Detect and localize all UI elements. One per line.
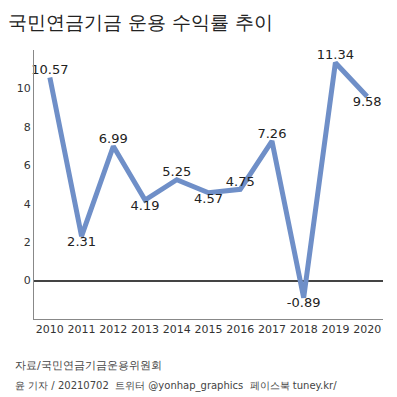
svg-text:2020: 2020: [353, 323, 381, 336]
svg-text:5.25: 5.25: [162, 164, 191, 179]
svg-text:6: 6: [24, 159, 31, 172]
svg-text:자료/국민연금기금운용위원회: 자료/국민연금기금운용위원회: [15, 359, 162, 372]
svg-text:2012: 2012: [99, 323, 127, 336]
svg-text:10: 10: [17, 82, 31, 95]
svg-text:4.19: 4.19: [131, 198, 160, 213]
svg-text:10.57: 10.57: [31, 62, 68, 77]
svg-text:2014: 2014: [163, 323, 191, 336]
svg-text:4.75: 4.75: [226, 174, 255, 189]
svg-text:2015: 2015: [195, 323, 223, 336]
svg-text:4.57: 4.57: [194, 191, 223, 206]
svg-text:11.34: 11.34: [317, 47, 354, 62]
svg-text:4: 4: [24, 198, 31, 211]
svg-text:2.31: 2.31: [67, 234, 96, 249]
svg-text:9.58: 9.58: [353, 94, 382, 109]
svg-text:6.99: 6.99: [99, 131, 128, 146]
svg-text:2016: 2016: [226, 323, 254, 336]
svg-text:2019: 2019: [321, 323, 349, 336]
svg-text:-0.89: -0.89: [287, 295, 321, 310]
svg-text:2018: 2018: [290, 323, 318, 336]
svg-text:0: 0: [24, 274, 31, 287]
svg-text:2010: 2010: [36, 323, 64, 336]
svg-text:2011: 2011: [68, 323, 96, 336]
svg-text:윤 기자 / 20210702 트위터 @yonhap_g: 윤 기자 / 20210702 트위터 @yonhap_graphics 페이스…: [15, 380, 337, 392]
svg-text:2017: 2017: [258, 323, 286, 336]
svg-text:2: 2: [24, 236, 31, 249]
svg-text:7.26: 7.26: [257, 126, 286, 141]
svg-text:국민연금기금 운용 수익률 추이: 국민연금기금 운용 수익률 추이: [8, 11, 273, 33]
svg-text:2013: 2013: [131, 323, 159, 336]
svg-text:8: 8: [24, 121, 31, 134]
